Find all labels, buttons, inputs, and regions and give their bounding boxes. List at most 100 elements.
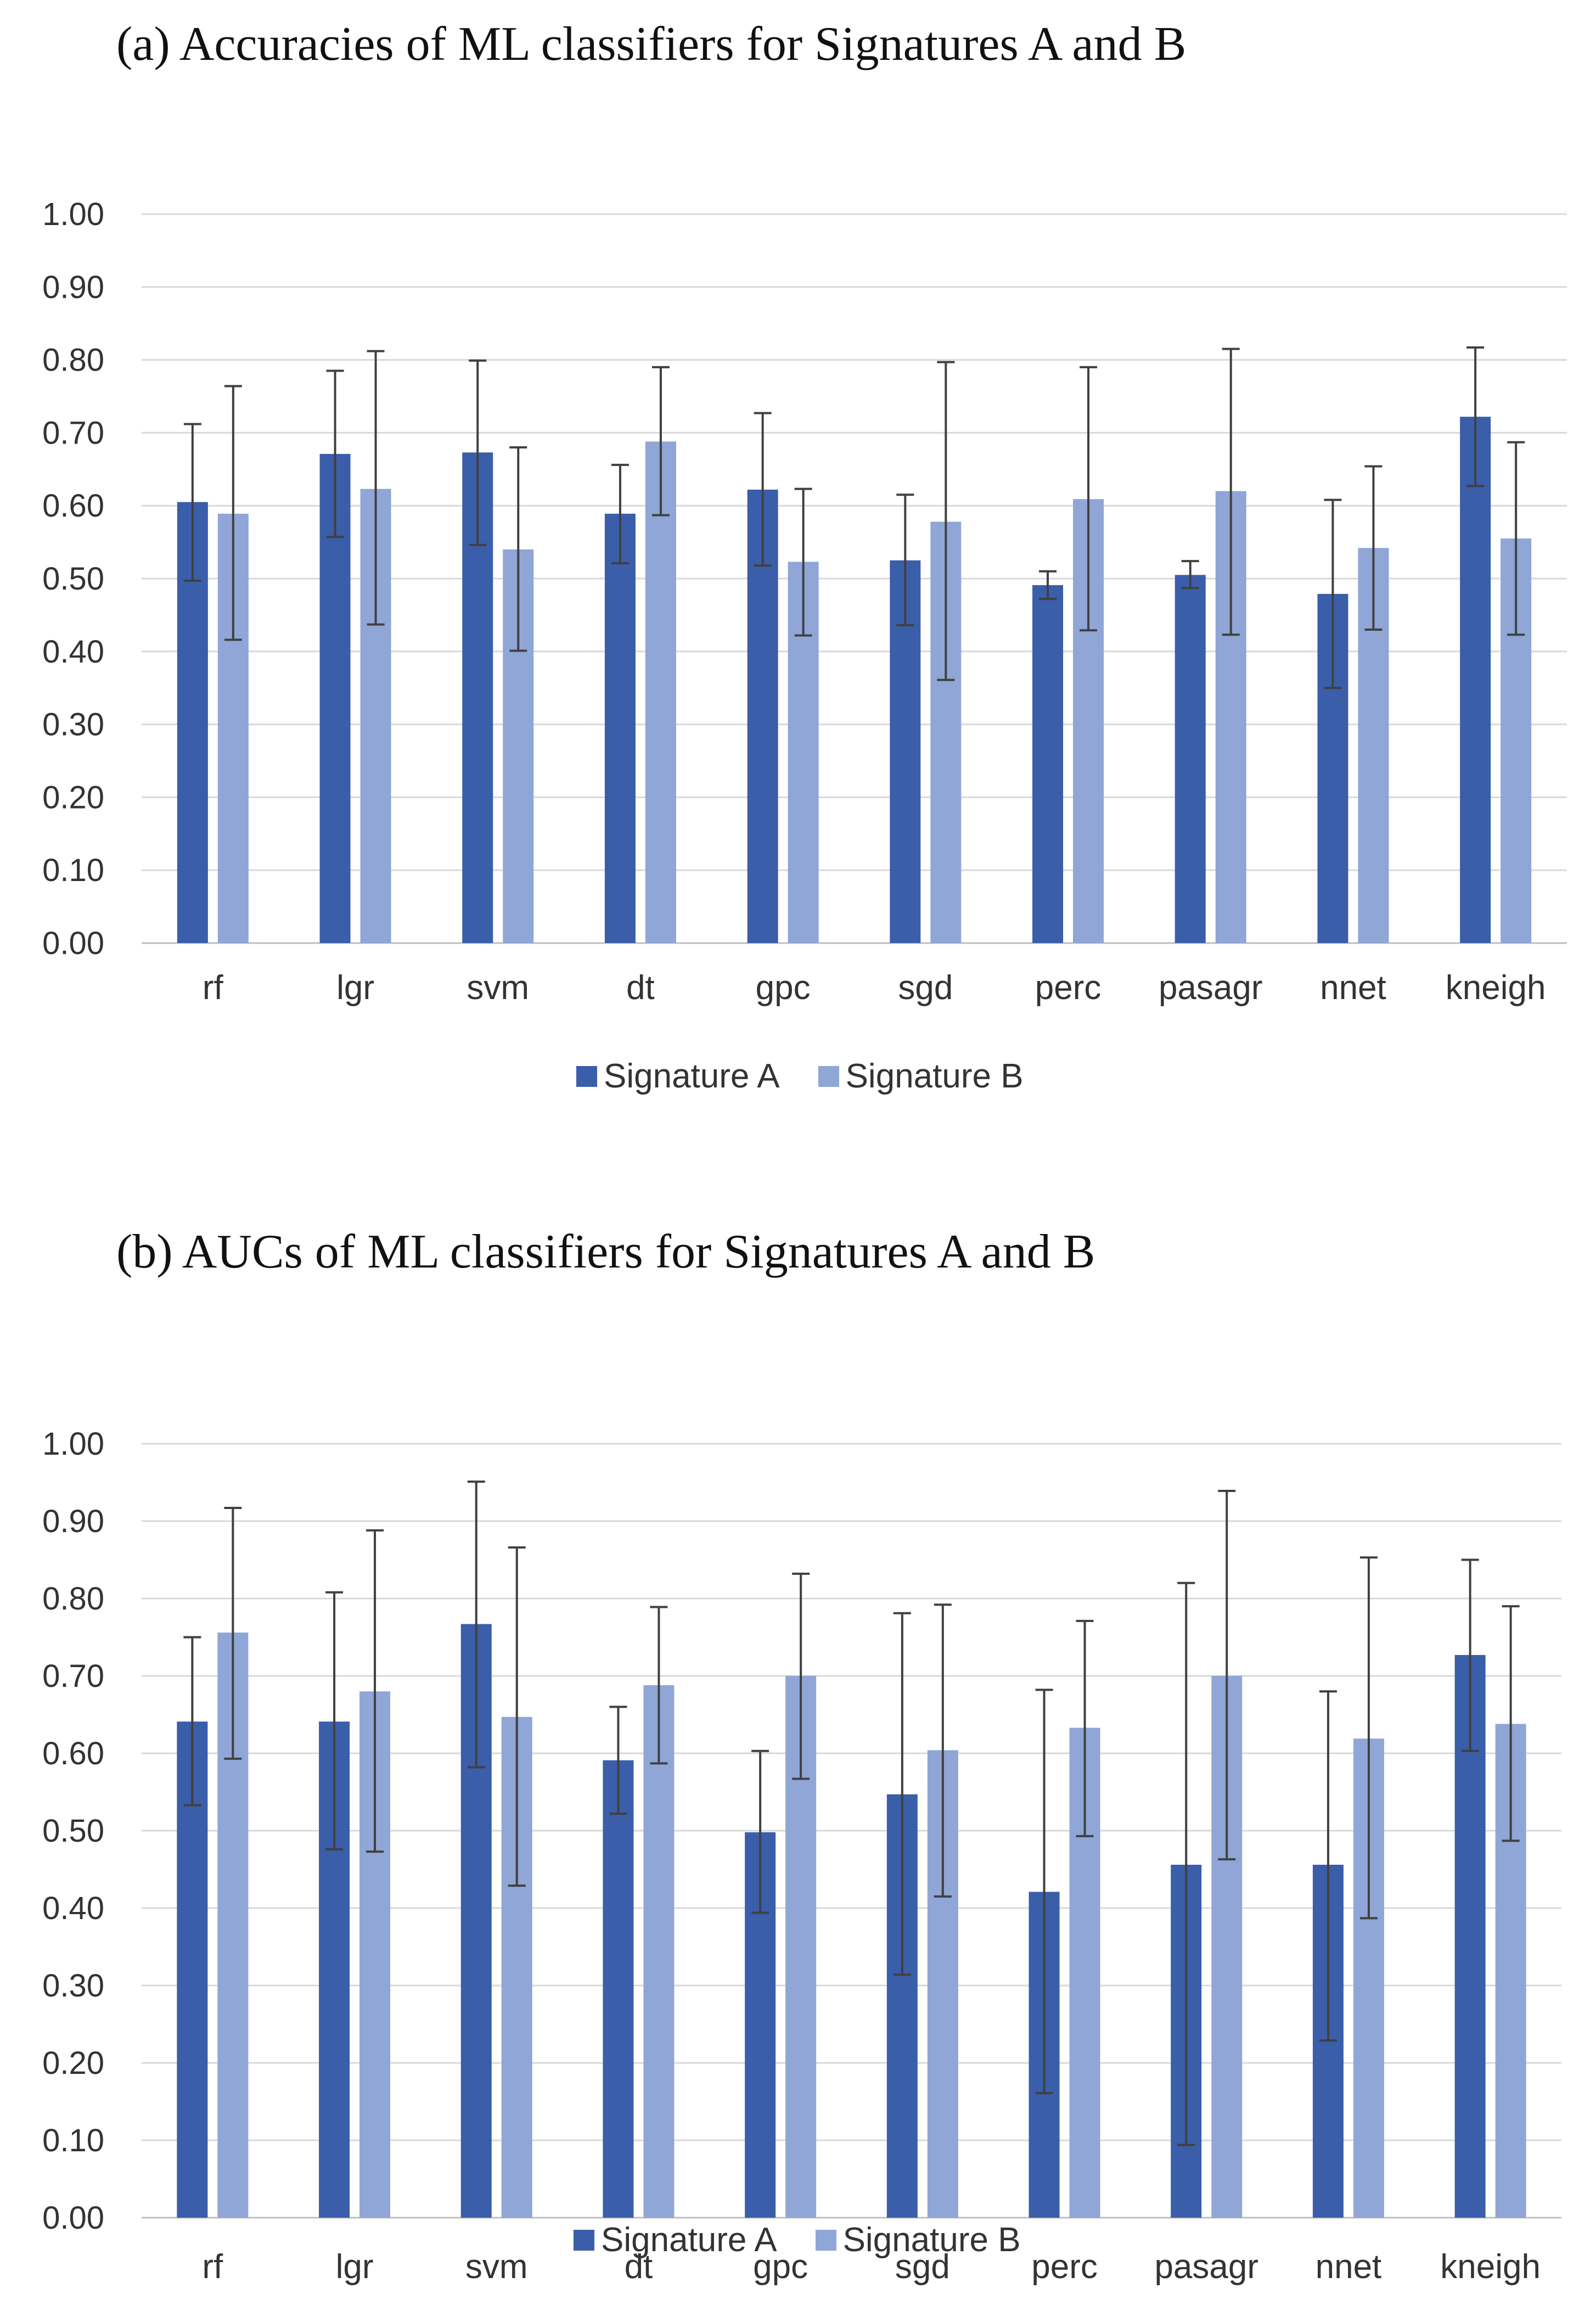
legend-swatch-signature-b xyxy=(815,2229,836,2251)
error-bar xyxy=(1507,441,1525,636)
legend-item-signature-a: Signature A xyxy=(576,1057,780,1096)
y-tick-label: 0.60 xyxy=(42,488,104,524)
legend-swatch-signature-a xyxy=(574,2229,594,2251)
error-bar xyxy=(1080,366,1098,632)
bar-signature-b-dt xyxy=(643,1685,675,2218)
error-bar xyxy=(1218,1490,1236,1861)
chart-auc: 0.00 0.10 0.20 0.30 0.40 0.50 0.60 0.70 0.80 0.90… xyxy=(42,1426,1561,2286)
error-bar xyxy=(1039,570,1057,601)
y-tick-label: 0.60 xyxy=(42,1736,104,1771)
error-bar xyxy=(754,412,772,567)
panel-auc: (b) AUCs of ML classifiers for Signature… xyxy=(0,1208,1596,2286)
x-tick-label: dt xyxy=(626,969,655,1007)
bar-signature-a-dt xyxy=(604,513,636,943)
y-tick-label: 0.10 xyxy=(42,852,104,888)
legend-swatch-signature-b xyxy=(818,1065,839,1087)
error-bar xyxy=(325,1591,344,1850)
chart-accuracy: 0.00 0.10 0.20 0.30 0.40 0.50 0.60 0.70 0.80 0.90… xyxy=(42,197,1567,1007)
legend-label: Signature B xyxy=(842,2221,1021,2259)
error-bar xyxy=(1364,465,1383,631)
x-tick-label: gpc xyxy=(756,969,811,1007)
bar-signature-b-dt xyxy=(645,441,676,943)
error-bar xyxy=(508,1546,526,1887)
error-bar xyxy=(792,1572,810,1780)
y-tick-label: 0.30 xyxy=(42,1968,104,2004)
chart-title: (a) Accuracies of ML classifiers for Sig… xyxy=(116,18,1187,71)
y-tick-label: 0.00 xyxy=(42,2200,104,2236)
chart-legend: Signature A Signature B xyxy=(574,2220,1021,2259)
bar-signature-a-perc xyxy=(1032,585,1064,943)
x-tick-label: perc xyxy=(1035,969,1102,1007)
x-tick-label: rf xyxy=(202,2248,223,2286)
bar-signature-a-dt xyxy=(603,1760,634,2218)
y-tick-label: 0.50 xyxy=(42,561,104,597)
error-bar xyxy=(1035,1689,1053,2094)
y-tick-label: 0.90 xyxy=(42,270,104,305)
bar-signature-a-pasagr xyxy=(1174,575,1206,943)
y-tick-label: 0.40 xyxy=(42,1891,104,1926)
error-bar xyxy=(1177,1581,1195,2146)
error-bar xyxy=(1324,498,1342,689)
y-tick-label: 0.10 xyxy=(42,2123,104,2158)
error-bar xyxy=(751,1749,769,1914)
legend-item-signature-b: Signature B xyxy=(818,1057,1024,1096)
legend-item-signature-b: Signature B xyxy=(815,2220,1021,2259)
y-tick-label: 0.70 xyxy=(42,415,104,451)
error-bar xyxy=(224,385,242,641)
error-bar xyxy=(611,463,629,565)
bar-signature-a-kneigh xyxy=(1460,417,1491,943)
x-tick-label: svm xyxy=(465,2248,528,2286)
error-bar xyxy=(183,423,201,582)
error-bar xyxy=(1359,1556,1378,1920)
error-bar xyxy=(609,1706,627,1815)
legend-label: Signature A xyxy=(601,2221,777,2259)
error-bar xyxy=(794,487,812,637)
error-bar xyxy=(1181,560,1199,590)
error-bar xyxy=(893,1612,911,1976)
error-bar xyxy=(1076,1619,1094,1837)
x-tick-label: pasagr xyxy=(1154,2248,1258,2286)
chart-legend: Signature A Signature B xyxy=(576,1057,1024,1096)
x-tick-label: nnet xyxy=(1316,2248,1382,2286)
error-bar xyxy=(937,361,955,681)
y-tick-label: 1.00 xyxy=(42,197,104,232)
error-bar xyxy=(650,1606,668,1765)
panel-accuracy: (a) Accuracies of ML classifiers for Sig… xyxy=(0,0,1596,1142)
error-bar xyxy=(367,350,385,626)
legend-swatch-signature-a xyxy=(576,1065,597,1087)
error-bar xyxy=(1461,1558,1479,1752)
x-tick-label: nnet xyxy=(1320,969,1386,1007)
x-tick-label: sgd xyxy=(898,969,953,1007)
error-bar xyxy=(366,1529,384,1853)
legend-item-signature-a: Signature A xyxy=(574,2220,777,2259)
chart-title: (b) AUCs of ML classifiers for Signature… xyxy=(116,1225,1095,1278)
error-bar xyxy=(469,359,487,546)
error-bar xyxy=(896,493,914,626)
x-tick-label: kneigh xyxy=(1440,2248,1541,2286)
error-bar xyxy=(224,1507,242,1760)
legend-label: Signature B xyxy=(845,1057,1024,1095)
y-tick-label: 0.30 xyxy=(42,707,104,743)
y-tick-label: 0.90 xyxy=(42,1504,104,1539)
error-bar xyxy=(934,1603,952,1898)
y-tick-label: 0.80 xyxy=(42,343,104,378)
y-tick-label: 0.80 xyxy=(42,1581,104,1617)
y-tick-label: 0.50 xyxy=(42,1813,104,1849)
error-bar xyxy=(1502,1605,1520,1842)
error-bar xyxy=(509,446,527,652)
x-tick-label: lgr xyxy=(336,969,374,1007)
error-bar xyxy=(467,1480,485,1769)
y-tick-label: 0.20 xyxy=(42,2045,104,2081)
y-tick-label: 0.70 xyxy=(42,1658,104,1694)
error-bar xyxy=(326,369,344,539)
x-tick-label: pasagr xyxy=(1159,969,1263,1007)
x-tick-label: kneigh xyxy=(1446,969,1546,1007)
x-tick-label: perc xyxy=(1031,2248,1098,2286)
error-bar xyxy=(651,366,670,517)
y-tick-label: 0.40 xyxy=(42,634,104,670)
error-bar xyxy=(1319,1690,1337,2042)
x-tick-label: lgr xyxy=(336,2248,374,2286)
error-bar xyxy=(183,1636,201,1807)
x-tick-label: rf xyxy=(203,969,224,1007)
y-tick-label: 1.00 xyxy=(42,1426,104,1462)
